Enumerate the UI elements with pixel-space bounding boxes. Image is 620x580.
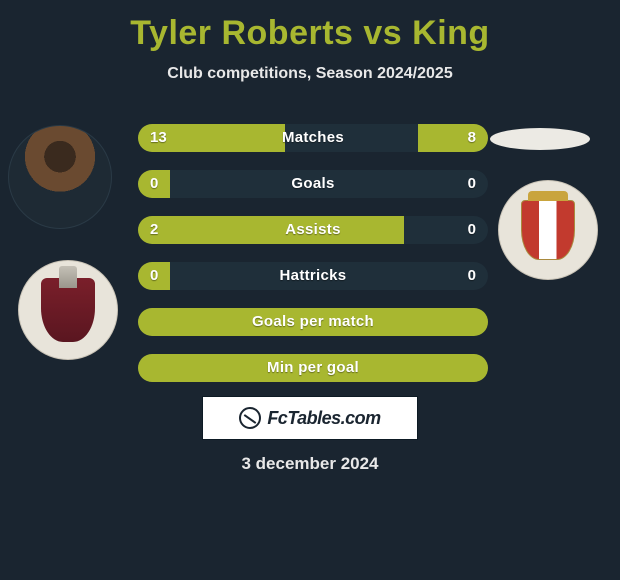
- stat-row: 00Goals: [138, 170, 488, 198]
- subtitle: Club competitions, Season 2024/2025: [0, 65, 620, 83]
- stat-label: Goals: [138, 170, 488, 198]
- stat-label: Matches: [138, 124, 488, 152]
- shield-icon: [521, 200, 575, 260]
- stats-container: 138Matches 00Goals 20Assists 00Hattricks Goa…: [138, 124, 488, 400]
- page-title: Tyler Roberts vs King: [0, 0, 620, 53]
- player-right-club-crest: [498, 180, 598, 280]
- player-right-photo: [490, 128, 590, 150]
- brand-badge[interactable]: FcTables.com: [202, 396, 418, 440]
- player-left-club-crest: [18, 260, 118, 360]
- stat-label: Goals per match: [138, 308, 488, 336]
- stat-row: 00Hattricks: [138, 262, 488, 290]
- brand-text: FcTables.com: [267, 408, 380, 429]
- stat-label: Min per goal: [138, 354, 488, 382]
- player-left-photo: [8, 125, 112, 229]
- stat-row: 20Assists: [138, 216, 488, 244]
- shield-icon: [41, 278, 95, 342]
- stat-label: Assists: [138, 216, 488, 244]
- stat-row: 138Matches: [138, 124, 488, 152]
- stat-row: Goals per match: [138, 308, 488, 336]
- stat-row: Min per goal: [138, 354, 488, 382]
- date-label: 3 december 2024: [0, 454, 620, 474]
- stat-label: Hattricks: [138, 262, 488, 290]
- chart-icon: [239, 407, 261, 429]
